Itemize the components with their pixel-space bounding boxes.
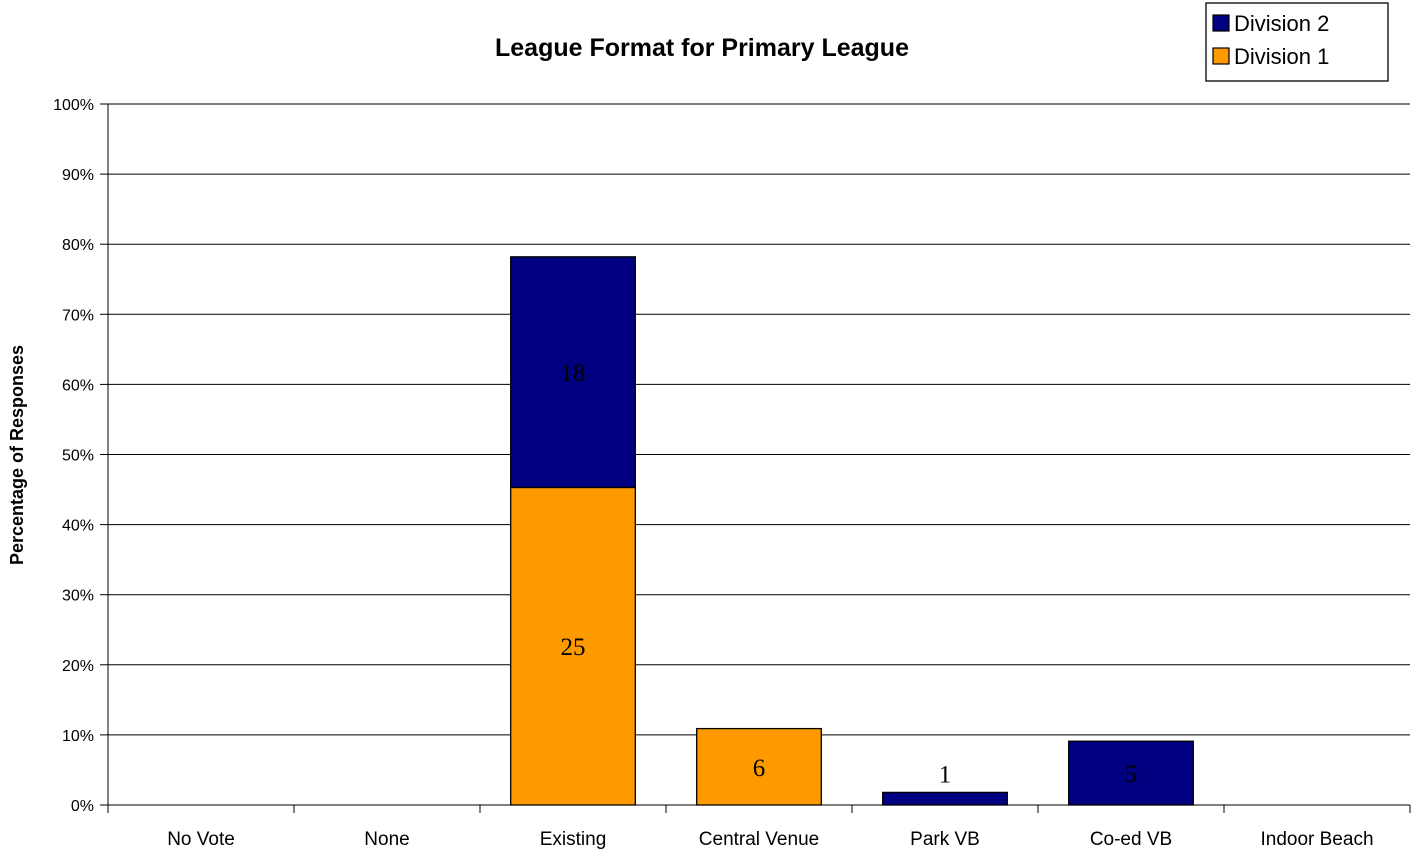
x-tick-label: Co-ed VB xyxy=(1090,829,1172,850)
data-labels: 25 18 6 1 5 xyxy=(561,360,1138,788)
y-tick-label: 10% xyxy=(62,728,94,745)
x-tick-label: No Vote xyxy=(167,829,235,850)
x-tick-label: Indoor Beach xyxy=(1260,829,1373,850)
legend-box xyxy=(1205,2,1389,82)
axes: 0% 10% 20% 30% 40% 50% 60% 70% 80% 90% 100% No Vote… xyxy=(53,97,1411,850)
y-tick-label: 100% xyxy=(53,97,94,114)
y-tick-label: 30% xyxy=(62,588,94,605)
y-tick-label: 70% xyxy=(62,307,94,324)
legend-label: Division 2 xyxy=(1234,11,1329,36)
bar xyxy=(510,256,636,489)
y-tick-label: 90% xyxy=(62,167,94,184)
chart-title: League Format for Primary League xyxy=(495,34,909,62)
y-tick-label: 20% xyxy=(62,658,94,675)
legend-swatch xyxy=(1212,14,1230,32)
data-label: 5 xyxy=(1125,761,1138,788)
x-tick-label: Central Venue xyxy=(699,829,819,850)
legend: Division 2 Division 1 xyxy=(1205,2,1389,82)
y-tick-label: 50% xyxy=(62,448,94,465)
x-tick-label: None xyxy=(364,829,409,850)
y-tick-label: 40% xyxy=(62,518,94,535)
y-tick-label: 80% xyxy=(62,237,94,254)
gridlines xyxy=(108,103,1410,736)
x-tick-label: Existing xyxy=(540,829,607,850)
y-tick-label: 60% xyxy=(62,377,94,394)
bar xyxy=(882,791,1008,806)
legend-swatch xyxy=(1212,47,1230,65)
y-tick-label: 0% xyxy=(71,798,94,815)
x-tick-label: Park VB xyxy=(910,829,980,850)
bars xyxy=(510,256,1194,806)
y-axis-title: Percentage of Responses xyxy=(7,345,27,565)
data-label: 25 xyxy=(561,634,586,661)
legend-label: Division 1 xyxy=(1234,44,1329,69)
data-label: 6 xyxy=(753,755,766,782)
data-label: 1 xyxy=(939,761,952,788)
bar xyxy=(1068,740,1194,806)
data-label: 18 xyxy=(561,360,586,387)
